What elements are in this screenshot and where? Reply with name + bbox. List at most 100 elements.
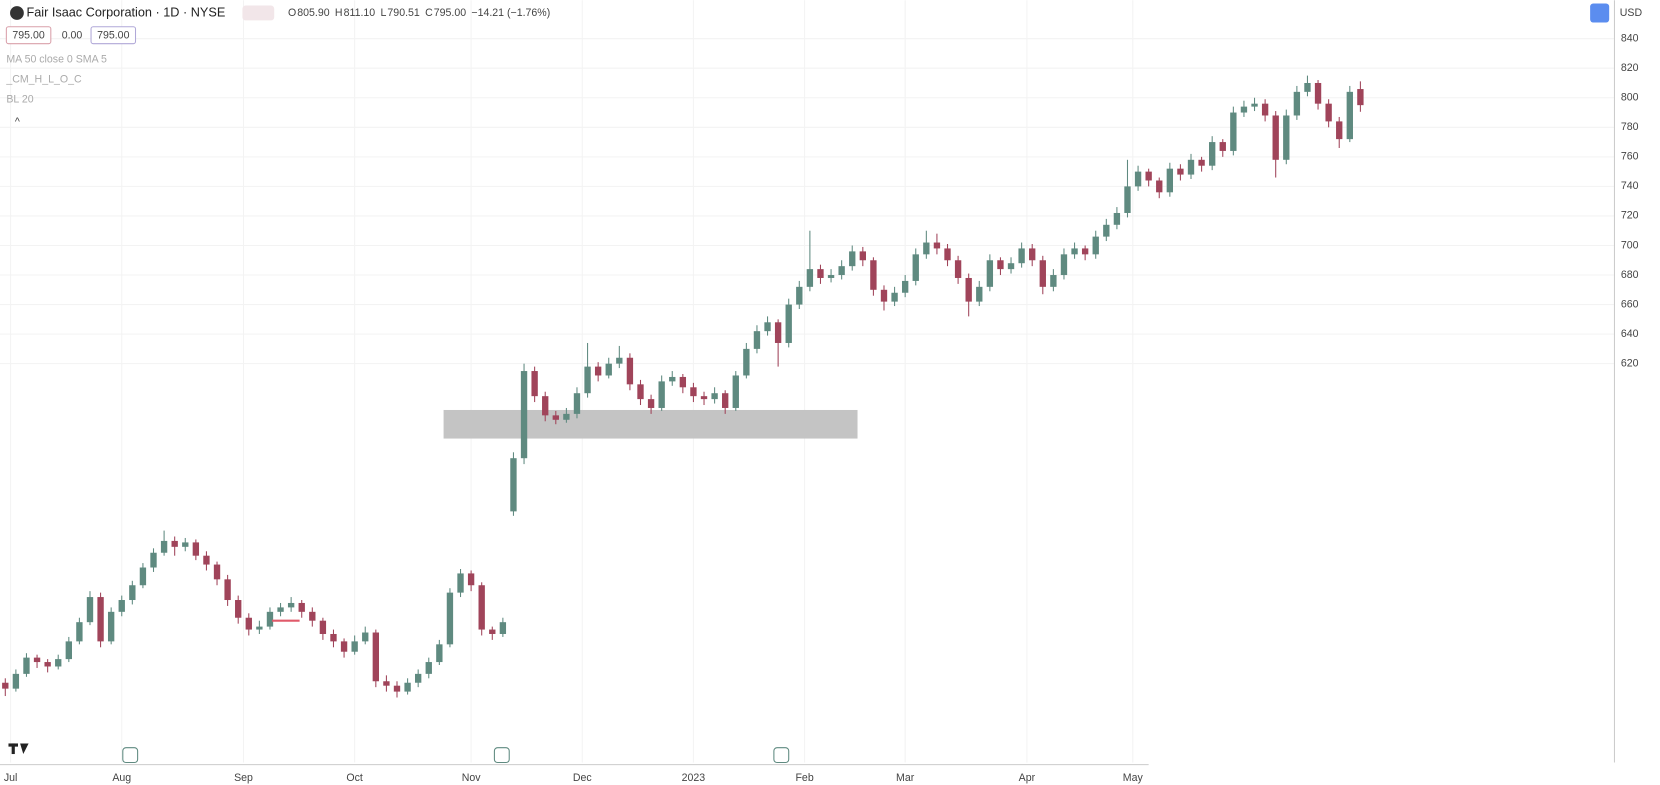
candle-body xyxy=(1198,159,1205,166)
candle-body xyxy=(213,564,221,580)
x-tick-label: May xyxy=(1123,772,1144,784)
candle-body xyxy=(425,662,432,674)
candle-body xyxy=(1007,263,1015,270)
candle-body xyxy=(1346,91,1353,140)
candle-body xyxy=(1145,171,1152,181)
candle-body xyxy=(86,597,94,623)
indicator-label: MA 50 close 0 SMA 5 xyxy=(6,53,107,65)
ohlc-change: −14.21 (−1.76%) xyxy=(471,7,550,19)
candle-body xyxy=(1283,115,1290,160)
candle-body xyxy=(1018,248,1025,264)
y-tick-label: 720 xyxy=(1621,210,1639,222)
candle-body xyxy=(1219,142,1226,151)
candle-body xyxy=(976,286,983,302)
candle-body xyxy=(933,242,941,249)
candle-body xyxy=(923,242,930,255)
candle-body xyxy=(23,657,30,674)
candle-body xyxy=(838,266,845,276)
candle-body xyxy=(287,602,295,608)
candle-body xyxy=(1293,91,1301,116)
candle-body xyxy=(1156,180,1163,193)
candle-body xyxy=(520,371,528,459)
symbol-logo xyxy=(10,6,24,20)
y-tick-label: 760 xyxy=(1621,151,1639,163)
candle-body xyxy=(573,393,581,414)
candle-body xyxy=(743,348,750,376)
candle-body xyxy=(319,620,327,634)
y-tick-label: 620 xyxy=(1621,357,1639,369)
y-tick-label: 800 xyxy=(1621,92,1639,104)
candle-body xyxy=(499,622,507,634)
candle-body xyxy=(552,415,559,420)
candle-body xyxy=(637,384,644,400)
x-tick-label: Jul xyxy=(4,772,18,784)
candle-body xyxy=(1251,103,1258,107)
x-tick-label: Aug xyxy=(112,772,131,784)
y-tick-label: 820 xyxy=(1621,62,1639,74)
candle-body xyxy=(340,641,348,652)
candle-body xyxy=(1081,248,1089,255)
candle-body xyxy=(753,331,761,349)
candle-body xyxy=(1325,103,1332,122)
candle-body xyxy=(309,611,316,621)
candle-body xyxy=(690,387,697,397)
x-tick-label: Oct xyxy=(346,772,363,784)
candle-body xyxy=(415,673,422,683)
candles xyxy=(2,75,1364,698)
ohlc-value: 795.00 xyxy=(434,7,466,19)
candle-body xyxy=(44,662,51,667)
candle-body xyxy=(626,357,634,385)
candle-body xyxy=(1230,112,1237,151)
candle-body xyxy=(1134,171,1142,187)
ohlc-value: 811.10 xyxy=(344,7,376,19)
candle-body xyxy=(457,573,464,593)
earnings-icons xyxy=(122,747,790,764)
candle-body xyxy=(1240,106,1248,113)
candle-body xyxy=(563,413,570,420)
y-tick-label: 780 xyxy=(1621,121,1639,133)
candle-body xyxy=(542,396,549,416)
ohlc-key: H xyxy=(335,7,343,19)
x-tick-label: Feb xyxy=(795,772,813,784)
candle-body xyxy=(330,633,337,642)
candle-body xyxy=(679,376,687,388)
candle-body xyxy=(65,641,72,660)
market-status[interactable] xyxy=(242,5,275,21)
candle-body xyxy=(12,673,20,689)
candle-body xyxy=(658,381,665,408)
candle-body xyxy=(436,644,443,663)
x-tick-label: Nov xyxy=(462,772,482,784)
price-boxes: 795.00 0.00 795.00 xyxy=(5,26,137,45)
candle-body xyxy=(954,260,962,278)
candle-body xyxy=(605,363,612,376)
candle-body xyxy=(647,399,655,408)
candle-body xyxy=(33,657,41,663)
candle-body xyxy=(1336,121,1343,140)
candle-body xyxy=(107,611,115,642)
indicator-label: BL 20 xyxy=(6,94,33,106)
ohlc-legend: O 805.90 H 811.10 L 790.51 C 795.00 −14.21 (−1.7… xyxy=(288,7,550,19)
y-tick-label: 840 xyxy=(1621,32,1639,44)
candle-body xyxy=(1050,275,1057,287)
candle-body xyxy=(1261,103,1269,116)
ohlc-key: O xyxy=(288,7,296,19)
candle-body xyxy=(76,622,83,642)
highlight-zone xyxy=(443,409,858,439)
candle-body xyxy=(1357,89,1364,106)
y-tick-label: 660 xyxy=(1621,298,1639,310)
candle-body xyxy=(245,617,252,630)
candle-body xyxy=(467,573,475,586)
candle-body xyxy=(986,260,994,287)
x-tick-label: Mar xyxy=(896,772,915,784)
candle-body xyxy=(594,366,602,376)
candle-body xyxy=(901,280,909,293)
collapse-button[interactable]: ^ xyxy=(15,116,20,128)
candle-body xyxy=(732,375,739,408)
candle-body xyxy=(192,542,200,556)
candle-body xyxy=(584,366,591,394)
symbol-title[interactable]: Fair Isaac Corporation · 1D · NYSE xyxy=(26,5,225,19)
candle-body xyxy=(700,396,708,400)
settings-button[interactable] xyxy=(1590,3,1610,23)
candle-body xyxy=(764,322,771,332)
